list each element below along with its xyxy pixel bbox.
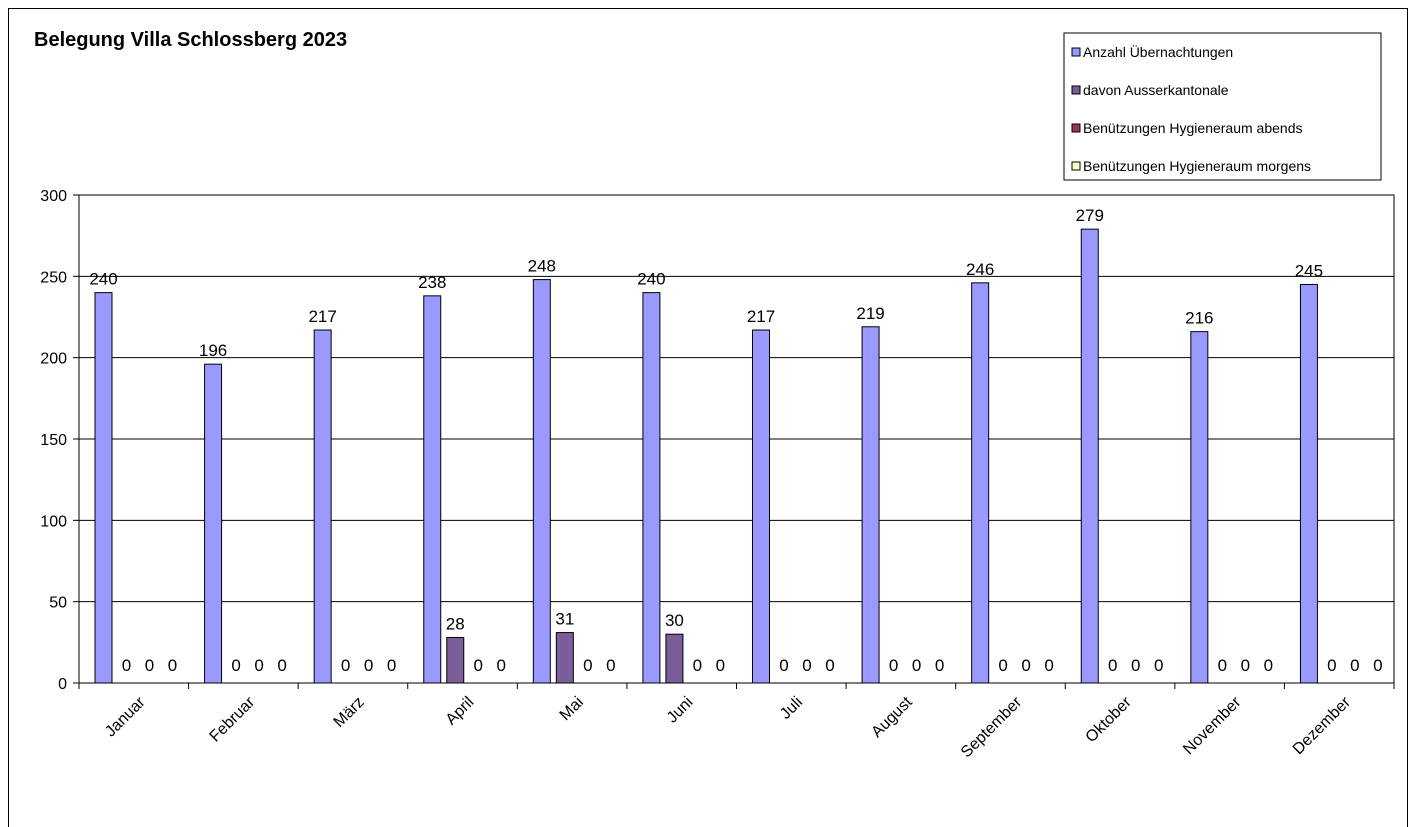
data-label: 0 xyxy=(387,656,396,675)
data-label: 217 xyxy=(747,307,775,326)
legend-swatch xyxy=(1071,47,1081,57)
chart-title: Belegung Villa Schlossberg 2023 xyxy=(34,29,347,51)
bar xyxy=(204,363,223,684)
data-label: 0 xyxy=(364,656,373,675)
bar xyxy=(665,633,684,684)
data-label: 0 xyxy=(1044,656,1053,675)
data-label: 0 xyxy=(606,656,615,675)
x-tick-label: Dezember xyxy=(1290,693,1355,758)
data-label: 0 xyxy=(1264,656,1273,675)
data-label: 0 xyxy=(231,656,240,675)
data-label: 0 xyxy=(889,656,898,675)
x-tick-label: Mai xyxy=(557,694,587,724)
bar xyxy=(861,326,880,684)
data-label: 0 xyxy=(716,656,725,675)
legend-label: Anzahl Übernachtungen xyxy=(1083,43,1233,60)
y-tick-label: 150 xyxy=(40,432,67,449)
data-label: 0 xyxy=(474,656,483,675)
data-label: 0 xyxy=(583,656,592,675)
bar xyxy=(532,279,551,684)
data-label: 31 xyxy=(555,610,574,629)
x-tick-label: Januar xyxy=(102,693,149,740)
data-label: 0 xyxy=(935,656,944,675)
data-label: 0 xyxy=(145,656,154,675)
data-label: 279 xyxy=(1076,206,1104,225)
bar xyxy=(971,282,990,684)
legend-label: Benützungen Hygieneraum morgens xyxy=(1083,158,1311,174)
x-tick-label: Juli xyxy=(777,694,806,723)
legend-label: Benützungen Hygieneraum abends xyxy=(1083,120,1303,136)
data-label: 0 xyxy=(825,656,834,675)
data-label: 0 xyxy=(122,656,131,675)
legend-box xyxy=(1063,32,1382,181)
x-tick-label: August xyxy=(868,693,916,741)
data-label: 248 xyxy=(528,257,556,276)
y-tick-label: 250 xyxy=(40,269,67,286)
x-tick-label: Oktober xyxy=(1083,693,1136,746)
data-label: 219 xyxy=(856,304,884,323)
data-label: 0 xyxy=(1218,656,1227,675)
x-tick-label: März xyxy=(331,694,368,731)
data-label: 28 xyxy=(446,614,465,633)
y-tick-label: 300 xyxy=(40,188,67,205)
bar xyxy=(313,329,332,684)
y-tick-label: 200 xyxy=(40,351,67,368)
bar xyxy=(446,636,465,684)
data-label: 0 xyxy=(779,656,788,675)
data-label: 0 xyxy=(341,656,350,675)
data-label: 245 xyxy=(1295,261,1323,280)
bar xyxy=(1080,228,1099,684)
x-tick-label: November xyxy=(1180,693,1245,758)
bar xyxy=(752,329,770,684)
legend-swatch xyxy=(1071,85,1081,95)
data-label: 0 xyxy=(168,656,177,675)
bar xyxy=(555,632,574,684)
legend-label: davon Ausserkantonale xyxy=(1083,82,1229,98)
x-tick-label: September xyxy=(958,693,1026,761)
data-label: 0 xyxy=(1241,656,1250,675)
data-label: 0 xyxy=(998,656,1007,675)
data-label: 240 xyxy=(89,270,117,289)
data-label: 217 xyxy=(308,307,336,326)
data-label: 246 xyxy=(966,260,994,279)
bar xyxy=(1190,331,1209,684)
bar xyxy=(1299,283,1318,684)
data-label: 0 xyxy=(1131,656,1140,675)
data-label: 0 xyxy=(802,656,811,675)
data-label: 0 xyxy=(1154,656,1163,675)
y-tick-label: 0 xyxy=(58,676,67,693)
legend-swatch xyxy=(1071,123,1081,133)
data-label: 30 xyxy=(665,611,684,630)
data-label: 0 xyxy=(693,656,702,675)
data-label: 216 xyxy=(1185,309,1213,328)
data-label: 0 xyxy=(1327,656,1336,675)
data-label: 240 xyxy=(637,270,665,289)
legend-swatch xyxy=(1071,161,1081,171)
y-tick-label: 50 xyxy=(49,595,67,612)
x-tick-label: April xyxy=(443,694,478,729)
data-label: 0 xyxy=(912,656,921,675)
x-tick-label: Februar xyxy=(207,693,259,745)
chart-frame xyxy=(8,8,1408,827)
data-label: 0 xyxy=(277,656,286,675)
data-label: 0 xyxy=(1350,656,1359,675)
data-label: 0 xyxy=(1021,656,1030,675)
x-tick-label: Juni xyxy=(664,694,697,727)
data-label: 0 xyxy=(254,656,263,675)
data-label: 238 xyxy=(418,273,446,292)
data-label: 0 xyxy=(497,656,506,675)
data-label: 196 xyxy=(199,341,227,360)
data-label: 0 xyxy=(1108,656,1117,675)
bar xyxy=(423,295,442,684)
bar xyxy=(94,292,113,684)
data-label: 0 xyxy=(1373,656,1382,675)
y-tick-label: 100 xyxy=(40,513,67,530)
bar xyxy=(642,292,661,684)
